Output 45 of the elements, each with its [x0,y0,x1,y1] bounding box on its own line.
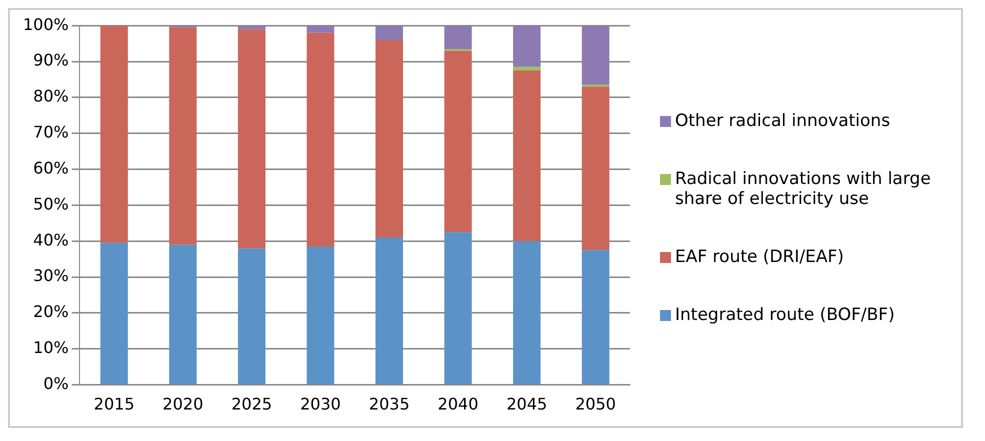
x-tick-label: 2025 [231,394,272,414]
y-tick-label: 80% [33,86,69,106]
bar [238,248,266,384]
bar [238,29,266,248]
bar [169,27,197,245]
legend-label: Other radical innovations [675,111,890,131]
bar [306,32,334,247]
x-tick-label: 2020 [162,394,204,414]
y-tick-label: 30% [33,266,69,286]
x-tick-label: 2035 [368,394,410,414]
y-tick-label: 100% [22,14,69,34]
y-tick-label: 50% [33,194,69,214]
y-tick-label: 20% [33,302,69,322]
legend-label: Integrated route (BOF/BF) [675,305,895,325]
bar [306,246,334,384]
y-tick-label: 40% [33,230,69,250]
bar [513,66,541,70]
bar [169,244,197,384]
legend-label: Radical innovations with large share of electricity use [675,169,932,209]
bar [100,26,128,243]
bar [444,232,472,384]
bar [582,86,610,250]
bar [582,26,610,85]
bar [513,70,541,242]
bar [306,26,334,33]
bar [444,50,472,232]
y-tick-label: 90% [33,50,69,70]
bar [100,242,128,384]
y-tick-label: 0% [43,374,69,393]
bar [444,26,472,49]
bar [376,238,404,384]
x-tick-label: 2050 [575,394,616,414]
x-tick-label: 2045 [506,394,548,414]
x-tick-label: 2030 [300,394,341,414]
x-tick-label: 2015 [94,394,134,414]
bar [513,241,541,384]
x-tick-label: 2040 [438,394,478,414]
legend-label: EAF route (DRI/EAF) [675,247,844,267]
bar [582,250,610,384]
bar [376,26,404,40]
y-tick-label: 70% [33,122,69,142]
bar [513,26,541,67]
y-tick-label: 60% [33,158,69,178]
bar [376,40,404,238]
y-tick-label: 10% [33,338,69,358]
